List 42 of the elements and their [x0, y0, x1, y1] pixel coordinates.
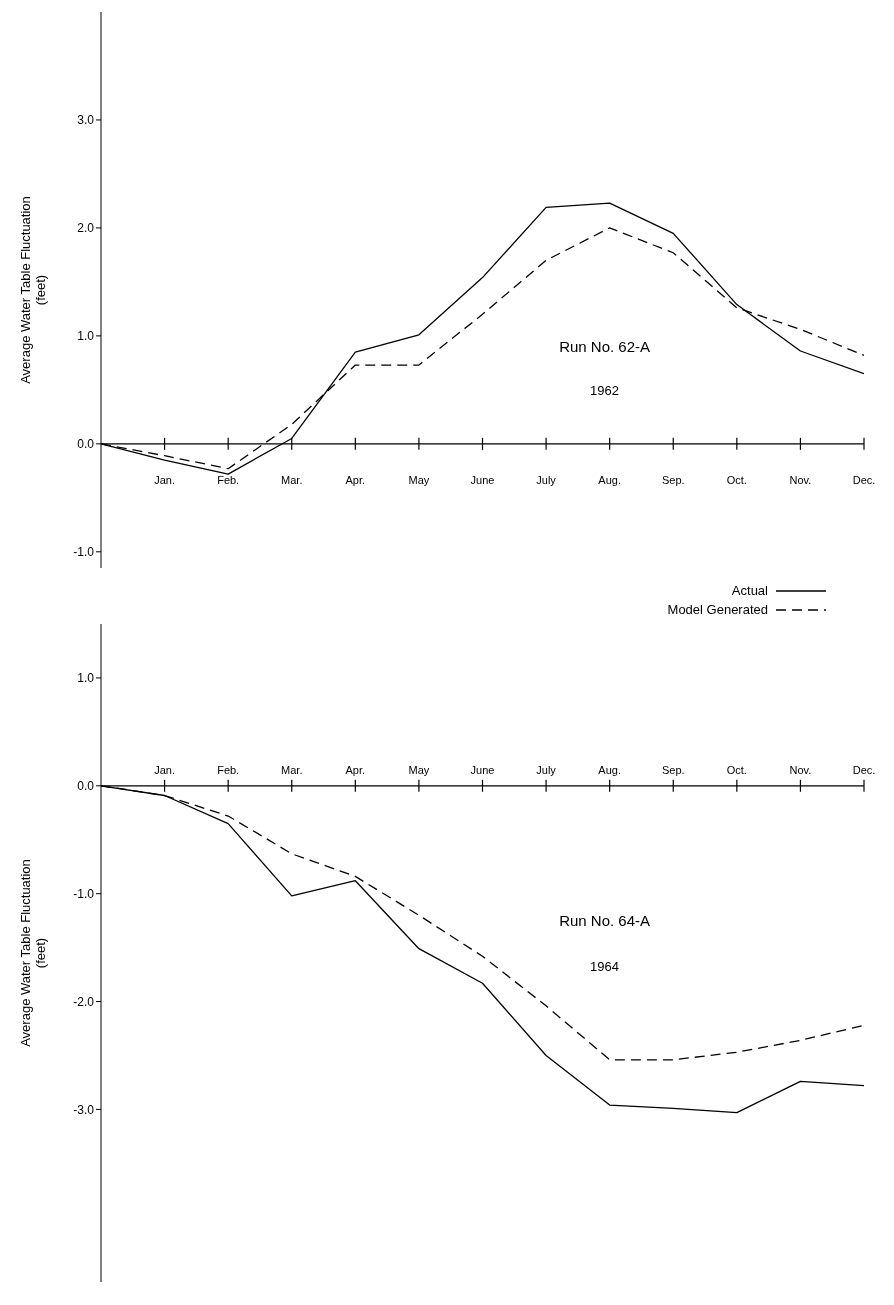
y-tick-label: -1.0: [73, 886, 95, 901]
x-tick-label: Mar.: [281, 473, 303, 486]
x-tick-label: Dec.: [852, 473, 876, 486]
x-tick-label: Mar.: [281, 763, 303, 776]
annotation: 1962: [590, 382, 620, 398]
y-axis-title: Average Water Table Fluctuation (feet): [18, 196, 48, 384]
y-tick-label: 3.0: [77, 113, 95, 128]
x-tick-label: Jan.: [154, 473, 175, 486]
y-tick-label: 0.0: [77, 779, 95, 794]
x-tick-label: Aug.: [598, 473, 621, 486]
x-tick-label: Oct.: [726, 473, 747, 486]
y-tick-label: 1.0: [77, 671, 95, 686]
x-tick-label: Apr.: [345, 763, 366, 776]
x-tick-label: Feb.: [217, 763, 240, 776]
legend-label: Model Generated: [667, 602, 768, 617]
annotation: 1964: [590, 958, 620, 974]
x-tick-label: Nov.: [789, 473, 812, 486]
annotation: Run No. 64-A: [559, 911, 651, 929]
y-tick-label: -3.0: [73, 1102, 95, 1117]
y-tick-label: -1.0: [73, 545, 95, 560]
legend-label: Actual: [731, 583, 768, 598]
x-tick-label: Jan.: [154, 763, 175, 776]
x-tick-label: May: [408, 763, 430, 776]
x-tick-label: Nov.: [789, 763, 812, 776]
y-tick-label: -2.0: [73, 994, 95, 1009]
x-tick-label: Oct.: [726, 763, 747, 776]
x-tick-label: Aug.: [598, 763, 621, 776]
x-tick-label: June: [470, 763, 495, 776]
y-tick-label: 0.0: [77, 437, 95, 452]
x-tick-label: Sep.: [661, 763, 685, 776]
y-axis-title: Average Water Table Fluctuation (feet): [18, 859, 48, 1047]
annotation: Run No. 62-A: [559, 337, 651, 355]
x-tick-label: Feb.: [217, 473, 240, 486]
y-tick-label: 2.0: [77, 221, 95, 236]
x-tick-label: Apr.: [345, 473, 366, 486]
x-tick-label: May: [408, 473, 430, 486]
y-tick-label: 1.0: [77, 329, 95, 344]
x-tick-label: Dec.: [852, 763, 876, 776]
x-tick-label: June: [470, 473, 495, 486]
x-tick-label: Sep.: [661, 473, 685, 486]
x-tick-label: July: [536, 473, 557, 486]
x-tick-label: July: [536, 763, 557, 776]
